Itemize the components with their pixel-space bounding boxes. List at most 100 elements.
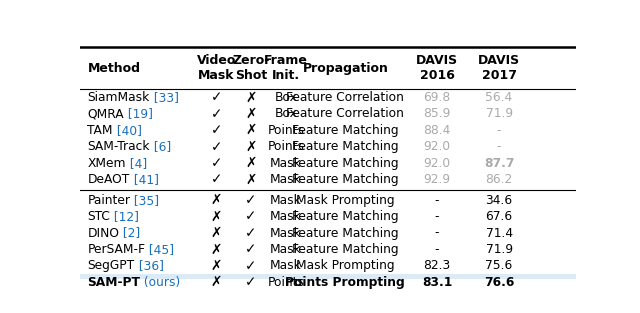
Text: Points Prompting: Points Prompting: [285, 276, 405, 289]
Text: Painter: Painter: [88, 194, 131, 207]
Text: ✓: ✓: [245, 275, 257, 289]
Text: SAM-Track: SAM-Track: [88, 140, 150, 153]
Text: SiamMask: SiamMask: [88, 91, 150, 104]
Text: 75.6: 75.6: [486, 259, 513, 272]
Text: ✓: ✓: [245, 226, 257, 240]
Text: ✓: ✓: [245, 259, 257, 273]
Text: Feature Matching: Feature Matching: [292, 156, 399, 170]
Text: Mask Prompting: Mask Prompting: [296, 259, 395, 272]
Bar: [80, 274, 576, 290]
Text: 82.3: 82.3: [424, 259, 451, 272]
Text: DAVIS
2016: DAVIS 2016: [416, 54, 458, 82]
Text: XMem: XMem: [88, 156, 126, 170]
Text: 71.9: 71.9: [486, 243, 513, 256]
Text: [4]: [4]: [126, 156, 147, 170]
Text: [33]: [33]: [150, 91, 179, 104]
Text: SegGPT: SegGPT: [88, 259, 134, 272]
Text: [12]: [12]: [110, 210, 140, 223]
Text: 71.9: 71.9: [486, 107, 513, 121]
Text: ✓: ✓: [211, 107, 222, 121]
Text: Feature Matching: Feature Matching: [292, 124, 399, 137]
Text: Propagation: Propagation: [303, 62, 388, 75]
Text: -: -: [497, 140, 501, 153]
Text: ✓: ✓: [245, 193, 257, 207]
Text: Feature Matching: Feature Matching: [292, 210, 399, 223]
Text: [45]: [45]: [145, 243, 175, 256]
Text: ✓: ✓: [245, 242, 257, 256]
Text: ✓: ✓: [211, 90, 222, 105]
Text: ✗: ✗: [211, 242, 222, 256]
Text: Box: Box: [275, 91, 297, 104]
Text: ✓: ✓: [211, 140, 222, 154]
Text: Mask: Mask: [270, 243, 301, 256]
Text: Mask: Mask: [270, 210, 301, 223]
Text: QMRA: QMRA: [88, 107, 124, 121]
Text: SAM-PT: SAM-PT: [88, 276, 140, 289]
Text: 83.1: 83.1: [422, 276, 452, 289]
Text: Points: Points: [268, 140, 305, 153]
Text: ✗: ✗: [211, 193, 222, 207]
Text: ✓: ✓: [211, 123, 222, 137]
Text: Mask: Mask: [270, 227, 301, 239]
Text: Feature Correlation: Feature Correlation: [287, 107, 404, 121]
Text: 87.7: 87.7: [484, 156, 515, 170]
Text: -: -: [435, 194, 440, 207]
Text: Feature Matching: Feature Matching: [292, 227, 399, 239]
Text: Points: Points: [268, 276, 305, 289]
Text: Mask Prompting: Mask Prompting: [296, 194, 395, 207]
Text: 92.9: 92.9: [424, 173, 451, 186]
Text: Feature Matching: Feature Matching: [292, 173, 399, 186]
Text: ✗: ✗: [245, 172, 257, 187]
Text: DAVIS
2017: DAVIS 2017: [478, 54, 520, 82]
Text: 34.6: 34.6: [486, 194, 513, 207]
Text: [19]: [19]: [124, 107, 153, 121]
Text: [2]: [2]: [120, 227, 141, 239]
Text: Box: Box: [275, 107, 297, 121]
Text: -: -: [435, 210, 440, 223]
Text: (ours): (ours): [140, 276, 180, 289]
Text: -: -: [435, 227, 440, 239]
Text: Feature Matching: Feature Matching: [292, 140, 399, 153]
Text: Mask: Mask: [270, 194, 301, 207]
Text: 85.9: 85.9: [424, 107, 451, 121]
Text: -: -: [497, 124, 501, 137]
Text: ✓: ✓: [211, 172, 222, 187]
Text: TAM: TAM: [88, 124, 113, 137]
Text: -: -: [435, 243, 440, 256]
Text: ✗: ✗: [245, 156, 257, 170]
Text: ✗: ✗: [211, 210, 222, 223]
Text: Feature Correlation: Feature Correlation: [287, 91, 404, 104]
Text: Frame
Init.: Frame Init.: [264, 54, 308, 82]
Text: ✗: ✗: [211, 275, 222, 289]
Text: 71.4: 71.4: [486, 227, 513, 239]
Text: STC: STC: [88, 210, 110, 223]
Text: [40]: [40]: [113, 124, 142, 137]
Text: PerSAM-F: PerSAM-F: [88, 243, 145, 256]
Text: 76.6: 76.6: [484, 276, 515, 289]
Text: ✗: ✗: [245, 107, 257, 121]
Text: Zero-
Shot: Zero- Shot: [232, 54, 270, 82]
Text: DINO: DINO: [88, 227, 120, 239]
Text: ✗: ✗: [211, 226, 222, 240]
Text: 88.4: 88.4: [424, 124, 451, 137]
Text: [35]: [35]: [131, 194, 159, 207]
Text: Points: Points: [268, 124, 305, 137]
Text: 67.6: 67.6: [486, 210, 513, 223]
Text: [41]: [41]: [130, 173, 159, 186]
Text: Method: Method: [88, 62, 140, 75]
Text: Feature Matching: Feature Matching: [292, 243, 399, 256]
Text: ✗: ✗: [211, 259, 222, 273]
Text: Mask: Mask: [270, 156, 301, 170]
Text: Mask: Mask: [270, 173, 301, 186]
Text: 69.8: 69.8: [424, 91, 451, 104]
Text: 92.0: 92.0: [424, 140, 451, 153]
Text: Video
Mask: Video Mask: [196, 54, 236, 82]
Text: [36]: [36]: [134, 259, 164, 272]
Text: 92.0: 92.0: [424, 156, 451, 170]
Text: ✓: ✓: [245, 210, 257, 223]
Text: ✗: ✗: [245, 123, 257, 137]
Text: DeAOT: DeAOT: [88, 173, 130, 186]
Text: 86.2: 86.2: [486, 173, 513, 186]
Text: ✓: ✓: [211, 156, 222, 170]
Text: Mask: Mask: [270, 259, 301, 272]
